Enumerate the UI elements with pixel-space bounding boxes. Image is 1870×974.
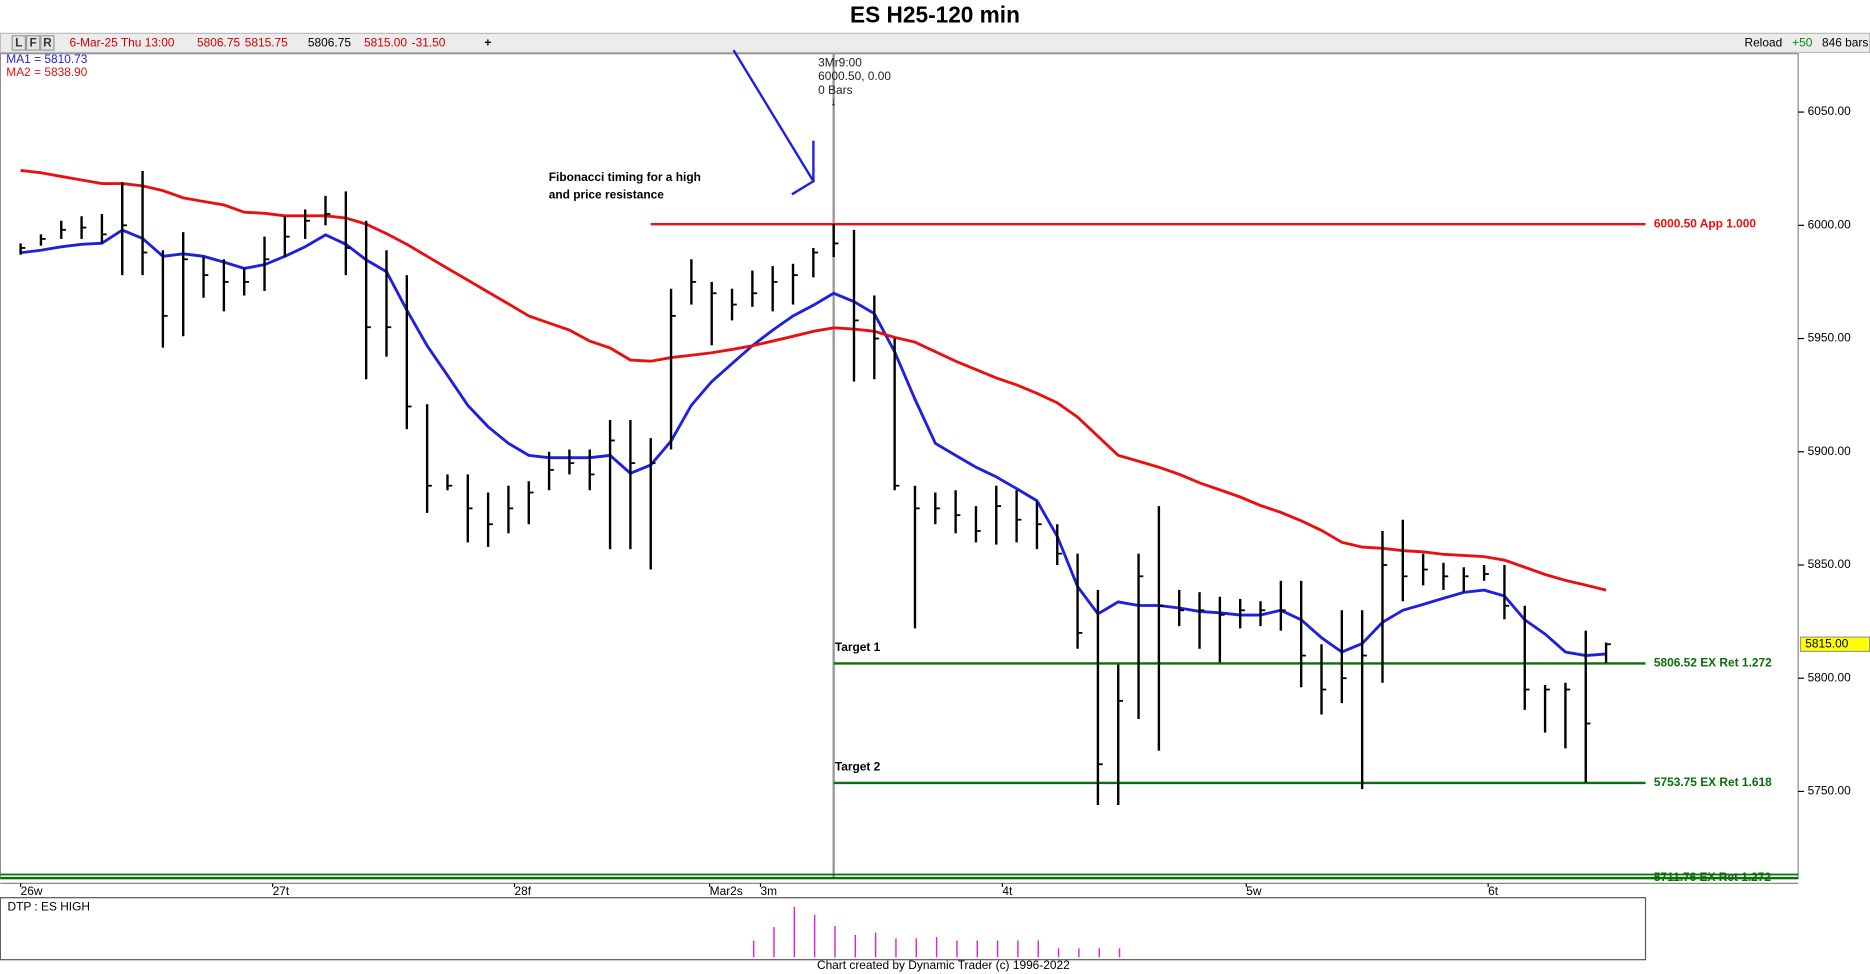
toolbar-quote: 5806.75 <box>308 36 351 50</box>
level-label: 6000.50 App 1.000 <box>1654 216 1757 230</box>
y-tick-label: 6000.00 <box>1808 217 1851 231</box>
y-tick-label: 5750.00 <box>1808 784 1851 798</box>
toolbar-quote: 5815.75 <box>245 36 288 50</box>
indicator-frame <box>0 897 1647 961</box>
level-label: 5806.52 EX Ret 1.272 <box>1654 656 1772 670</box>
toolbar-right: 846 bars <box>1822 36 1868 50</box>
annotation: and price resistance <box>549 188 665 202</box>
toolbar-button[interactable] <box>11 35 26 51</box>
toolbar-right: +50 <box>1792 36 1813 50</box>
target-label: Target 1 <box>835 640 881 654</box>
toolbar-quote: 5815.00 <box>364 36 407 50</box>
chart-title: ES H25-120 min <box>850 2 1020 28</box>
ma-line <box>20 169 1607 592</box>
x-tick-label: Mar2s <box>710 884 743 898</box>
indicator-name: DTP : ES HIGH <box>7 899 89 913</box>
marker-label: 6000.50, 0.00 <box>818 69 891 83</box>
legend-entry: MA1 = 5810.73 <box>6 52 87 66</box>
toolbar-quote: 5806.75 <box>197 36 240 50</box>
toolbar-button[interactable] <box>25 35 41 51</box>
x-tick-label: 26w <box>21 884 43 898</box>
toolbar-button-label[interactable]: R <box>43 36 52 50</box>
y-tick-label: 5950.00 <box>1808 331 1851 345</box>
toolbar-button-label[interactable]: F <box>29 36 36 50</box>
annotation: Fibonacci timing for a high <box>549 170 701 184</box>
level-label: 5711.76 EX Ret 1.272 <box>1654 870 1772 884</box>
x-tick-label: 27t <box>273 884 290 898</box>
y-tick-label: 6050.00 <box>1808 104 1851 118</box>
legend-entry: MA2 = 5838.90 <box>6 65 87 79</box>
y-tick-label: 5800.00 <box>1808 670 1851 684</box>
last-price-label: 5815.00 <box>1805 636 1848 650</box>
toolbar-button[interactable] <box>40 35 55 51</box>
toolbar-right[interactable]: Reload <box>1744 36 1782 50</box>
toolbar-quote: -31.50 <box>412 36 446 50</box>
x-tick-label: 6t <box>1488 884 1499 898</box>
marker-arrow: ↓ <box>831 95 837 109</box>
level-label: 5753.75 EX Ret 1.618 <box>1654 775 1772 789</box>
marker-label: 0 Bars <box>818 83 852 97</box>
toolbar-plus[interactable]: + <box>484 36 491 50</box>
footer: Chart created by Dynamic Trader (c) 1996… <box>817 958 1070 972</box>
target-label: Target 2 <box>835 760 881 774</box>
y-tick-label: 5850.00 <box>1808 557 1851 571</box>
x-tick-label: 4t <box>1002 884 1013 898</box>
toolbar-button-label[interactable]: L <box>15 36 22 50</box>
x-tick-label: 3m <box>760 884 777 898</box>
toolbar-date: 6-Mar-25 Thu 13:00 <box>69 36 174 50</box>
x-tick-label: 28f <box>515 884 532 898</box>
marker-label: 3Mr9:00 <box>818 55 862 69</box>
x-tick-label: 5w <box>1246 884 1262 898</box>
y-tick-label: 5900.00 <box>1808 444 1851 458</box>
